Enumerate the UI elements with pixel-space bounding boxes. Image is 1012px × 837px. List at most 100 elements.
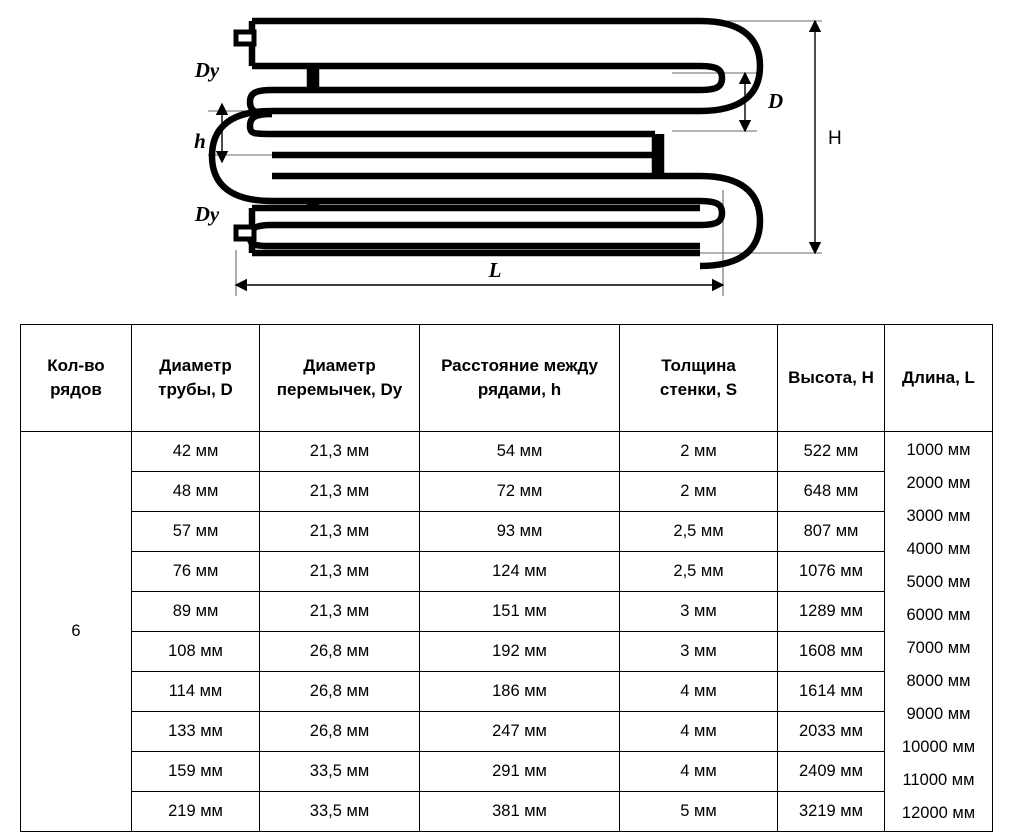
cell-height: 2033 мм: [777, 711, 885, 752]
bend-right-bottom-outer: [699, 172, 764, 270]
cell-row-spacing: 186 мм: [419, 671, 620, 712]
table-row: 6 42 мм 21,3 мм 54 мм 2 мм 522 мм 1000 мм 2000 …: [20, 431, 993, 832]
cell-height: 3219 мм: [777, 791, 885, 832]
cell-wall-thickness: 2,5 мм: [619, 551, 778, 592]
dimension-arrows: [215, 19, 822, 292]
dy-nozzle-bottom: [233, 224, 257, 242]
length-label: L: [488, 258, 502, 282]
cell-row-spacing: 72 мм: [419, 471, 620, 512]
cell-jumper-diameter: 33,5 мм: [259, 791, 420, 832]
length-value: 9000 мм: [906, 704, 971, 723]
length-value: 4000 мм: [906, 539, 971, 558]
length-value: 11000 мм: [902, 770, 975, 789]
bend-left-mid-inner-2: [246, 110, 273, 138]
bend-right-bottom-inner: [699, 197, 726, 229]
cell-jumper-diameter: 26,8 мм: [259, 631, 420, 672]
d-diameter-label: D: [767, 89, 783, 113]
length-value: 7000 мм: [906, 638, 971, 657]
length-value: 1000 мм: [906, 440, 971, 459]
length-values: 1000 мм 2000 мм 3000 мм 4000 мм 5000 мм 6000 …: [885, 440, 992, 822]
cell-pipe-diameter: 108 мм: [131, 631, 260, 672]
cell-wall-thickness: 4 мм: [619, 751, 778, 792]
table-row: 48 мм 21,3 мм 72 мм 2 мм 648 мм: [21, 471, 993, 512]
cell-jumper-diameter: 21,3 мм: [259, 511, 420, 552]
table-row: 108 мм 26,8 мм 192 мм 3 мм 1608 мм: [21, 631, 993, 672]
cell-row-spacing: 291 мм: [419, 751, 620, 792]
pipe-coil-drawing: Dy Dy h D H L: [0, 0, 1012, 318]
cell-wall-thickness: 2,5 мм: [619, 511, 778, 552]
cell-pipe-diameter: 159 мм: [131, 751, 260, 792]
header-row-spacing: Расстояние между рядами, h: [419, 324, 620, 432]
dy-top-label: Dy: [194, 58, 220, 82]
bend-right-top-inner: [699, 62, 726, 94]
cell-wall-thickness: 5 мм: [619, 791, 778, 832]
length-value: 3000 мм: [906, 506, 971, 525]
cell-row-spacing: 381 мм: [419, 791, 620, 832]
bend-left-mid-outer: [208, 107, 273, 205]
cell-height: 1289 мм: [777, 591, 885, 632]
cell-height: 807 мм: [777, 511, 885, 552]
header-height: Высота, H: [777, 324, 885, 432]
header-length: Длина, L: [884, 324, 993, 432]
cell-pipe-diameter: 219 мм: [131, 791, 260, 832]
cell-row-spacing: 124 мм: [419, 551, 620, 592]
length-value: 6000 мм: [906, 605, 971, 624]
cell-wall-thickness: 3 мм: [619, 591, 778, 632]
cell-height: 1076 мм: [777, 551, 885, 592]
length-value: 2000 мм: [906, 473, 971, 492]
cell-jumper-diameter: 21,3 мм: [259, 471, 420, 512]
cell-rows-count: 6: [20, 431, 132, 832]
cell-pipe-diameter: 76 мм: [131, 551, 260, 592]
cell-height: 1608 мм: [777, 631, 885, 672]
specification-table-container: Кол-во рядов Диаметр трубы, D Диаметр пе…: [20, 324, 993, 832]
cell-row-spacing: 54 мм: [419, 431, 620, 472]
cell-row-spacing: 192 мм: [419, 631, 620, 672]
cell-wall-thickness: 4 мм: [619, 711, 778, 752]
table-row: 219 мм 33,5 мм 381 мм 5 мм 3219 мм: [21, 791, 993, 832]
length-value: 5000 мм: [906, 572, 971, 591]
cell-height: 522 мм: [777, 431, 885, 472]
header-rows-count: Кол-во рядов: [20, 324, 132, 432]
cell-row-spacing: 247 мм: [419, 711, 620, 752]
table-row: 133 мм 26,8 мм 247 мм 4 мм 2033 мм: [21, 711, 993, 752]
cell-pipe-diameter: 133 мм: [131, 711, 260, 752]
cell-pipe-diameter: 57 мм: [131, 511, 260, 552]
table-row: 76 мм 21,3 мм 124 мм 2,5 мм 1076 мм: [21, 551, 993, 592]
table-head: Кол-во рядов Диаметр трубы, D Диаметр пе…: [20, 324, 993, 432]
cell-jumper-diameter: 21,3 мм: [259, 551, 420, 592]
table-body: 6 42 мм 21,3 мм 54 мм 2 мм 522 мм 1000 мм 2000 …: [20, 431, 993, 832]
cell-height: 2409 мм: [777, 751, 885, 792]
cell-jumper-diameter: 21,3 мм: [259, 431, 420, 472]
cell-wall-thickness: 2 мм: [619, 471, 778, 512]
cell-jumper-diameter: 21,3 мм: [259, 591, 420, 632]
header-row: Кол-во рядов Диаметр трубы, D Диаметр пе…: [20, 324, 993, 432]
cell-jumper-diameter: 33,5 мм: [259, 751, 420, 792]
bend-right-top-outer: [699, 17, 764, 115]
table-row: 57 мм 21,3 мм 93 мм 2,5 мм 807 мм: [21, 511, 993, 552]
cell-wall-thickness: 2 мм: [619, 431, 778, 472]
cell-jumper-diameter: 26,8 мм: [259, 671, 420, 712]
height-label: H: [828, 128, 842, 149]
cell-pipe-diameter: 114 мм: [131, 671, 260, 712]
length-value: 10000 мм: [901, 737, 976, 756]
dy-nozzle-top: [233, 29, 257, 47]
serpentine-pipe: [208, 17, 764, 270]
table-row: 159 мм 33,5 мм 291 мм 4 мм 2409 мм: [21, 751, 993, 792]
h-spacing-label: h: [194, 129, 206, 153]
cell-pipe-diameter: 48 мм: [131, 471, 260, 512]
cell-height: 648 мм: [777, 471, 885, 512]
length-value: 12000 мм: [901, 803, 976, 822]
cell-wall-thickness: 3 мм: [619, 631, 778, 672]
cell-length-list: 1000 мм 2000 мм 3000 мм 4000 мм 5000 мм 6000 …: [884, 431, 993, 832]
cell-pipe-diameter: 42 мм: [131, 431, 260, 472]
table-row: 114 мм 26,8 мм 186 мм 4 мм 1614 мм: [21, 671, 993, 712]
cell-pipe-diameter: 89 мм: [131, 591, 260, 632]
cell-jumper-diameter: 26,8 мм: [259, 711, 420, 752]
cell-height: 1614 мм: [777, 671, 885, 712]
header-pipe-diameter: Диаметр трубы, D: [131, 324, 260, 432]
length-value: 8000 мм: [906, 671, 971, 690]
cell-wall-thickness: 4 мм: [619, 671, 778, 712]
cell-row-spacing: 93 мм: [419, 511, 620, 552]
dy-bottom-label: Dy: [194, 202, 220, 226]
specification-table: Кол-во рядов Диаметр трубы, D Диаметр пе…: [20, 324, 993, 832]
